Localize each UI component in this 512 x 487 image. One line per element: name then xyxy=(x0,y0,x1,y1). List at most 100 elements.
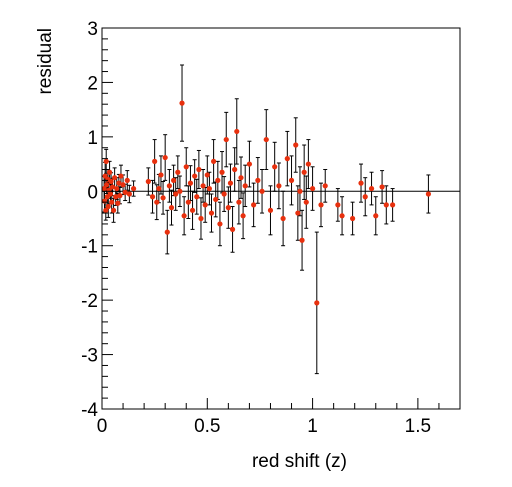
data-marker-87 xyxy=(297,188,303,194)
data-marker-94 xyxy=(318,202,324,208)
data-marker-71 xyxy=(238,175,244,181)
data-marker-72 xyxy=(240,213,246,219)
data-marker-73 xyxy=(242,183,248,189)
data-marker-58 xyxy=(211,158,217,164)
data-marker-30 xyxy=(152,158,158,164)
data-marker-1 xyxy=(101,198,108,204)
data-marker-103 xyxy=(379,184,385,190)
data-marker-55 xyxy=(204,172,210,178)
x-tick-label: 0 xyxy=(97,416,108,437)
data-marker-56 xyxy=(206,185,212,192)
data-marker-98 xyxy=(350,215,356,222)
data-marker-105 xyxy=(390,202,396,208)
data-marker-77 xyxy=(259,188,265,194)
x-tick-label: 0.5 xyxy=(194,416,220,437)
y-tick-label: 2 xyxy=(87,73,98,94)
data-marker-22 xyxy=(118,173,124,179)
data-marker-80 xyxy=(272,164,278,170)
axes xyxy=(101,27,461,410)
data-marker-45 xyxy=(183,164,189,170)
data-marker-49 xyxy=(192,173,198,179)
data-marker-10 xyxy=(106,169,113,175)
data-marker-34 xyxy=(160,195,166,201)
data-marker-27 xyxy=(130,185,137,192)
data-marker-65 xyxy=(225,205,231,211)
data-marker-18 xyxy=(114,185,120,192)
data-marker-53 xyxy=(200,183,206,189)
data-marker-47 xyxy=(187,180,194,186)
y-axis-title: residual xyxy=(35,28,56,95)
data-marker-0 xyxy=(101,185,107,192)
data-marker-64 xyxy=(223,136,229,143)
data-marker-104 xyxy=(383,202,389,208)
data-marker-51 xyxy=(196,166,202,173)
x-tick-label: 1 xyxy=(307,416,318,437)
plot-frame xyxy=(101,27,461,410)
data-marker-102 xyxy=(373,213,379,219)
data-marker-48 xyxy=(189,207,196,213)
data-marker-90 xyxy=(303,199,309,205)
data-marker-41 xyxy=(175,169,181,175)
data-marker-46 xyxy=(185,199,191,205)
data-marker-39 xyxy=(171,177,177,183)
data-marker-52 xyxy=(198,215,204,222)
data-marker-4 xyxy=(103,158,109,164)
data-marker-28 xyxy=(145,178,151,185)
data-marker-26 xyxy=(126,191,132,197)
data-marker-13 xyxy=(109,199,115,205)
data-marker-23 xyxy=(120,182,126,188)
data-marker-83 xyxy=(284,156,290,162)
data-marker-93 xyxy=(314,300,320,306)
plot-content xyxy=(101,64,460,375)
data-marker-12 xyxy=(108,178,114,185)
y-tick-label: -3 xyxy=(81,346,98,367)
data-marker-32 xyxy=(156,185,162,192)
data-marker-76 xyxy=(255,177,261,183)
x-axis-title: red shift (z) xyxy=(252,451,347,472)
data-marker-61 xyxy=(217,221,223,227)
data-marker-66 xyxy=(227,180,234,186)
y-tick-label: -1 xyxy=(81,237,98,258)
data-marker-79 xyxy=(267,207,274,213)
y-tick-label: 0 xyxy=(87,182,98,203)
data-marker-74 xyxy=(246,161,253,167)
data-marker-100 xyxy=(362,194,368,200)
y-tick-label: 1 xyxy=(87,128,98,149)
data-marker-25 xyxy=(124,177,130,183)
data-marker-81 xyxy=(276,183,282,189)
data-marker-96 xyxy=(335,202,341,208)
data-marker-14 xyxy=(109,184,116,190)
data-marker-16 xyxy=(112,175,118,181)
data-marker-36 xyxy=(164,229,170,235)
data-marker-63 xyxy=(221,191,227,197)
data-marker-21 xyxy=(117,193,123,199)
data-marker-24 xyxy=(122,189,128,195)
data-marker-97 xyxy=(339,213,345,219)
data-marker-17 xyxy=(113,194,119,200)
data-marker-11 xyxy=(107,191,114,197)
data-marker-82 xyxy=(280,215,286,222)
data-marker-69 xyxy=(234,128,240,135)
data-marker-88 xyxy=(299,237,305,243)
data-marker-85 xyxy=(293,142,299,148)
data-marker-54 xyxy=(202,202,208,208)
data-marker-29 xyxy=(149,194,156,200)
data-marker-3 xyxy=(103,207,109,213)
data-marker-33 xyxy=(158,172,164,178)
data-marker-91 xyxy=(305,161,311,167)
data-marker-43 xyxy=(179,100,185,106)
data-marker-37 xyxy=(166,183,172,189)
data-marker-68 xyxy=(232,166,238,173)
y-tick-label: 3 xyxy=(87,19,98,40)
data-marker-106 xyxy=(425,191,432,197)
data-marker-101 xyxy=(368,185,375,192)
data-marker-19 xyxy=(115,200,121,206)
data-marker-8 xyxy=(105,203,111,210)
data-marker-60 xyxy=(215,177,221,183)
data-marker-44 xyxy=(181,213,187,219)
data-marker-40 xyxy=(173,191,179,197)
data-marker-75 xyxy=(251,202,257,208)
data-marker-84 xyxy=(288,177,295,183)
